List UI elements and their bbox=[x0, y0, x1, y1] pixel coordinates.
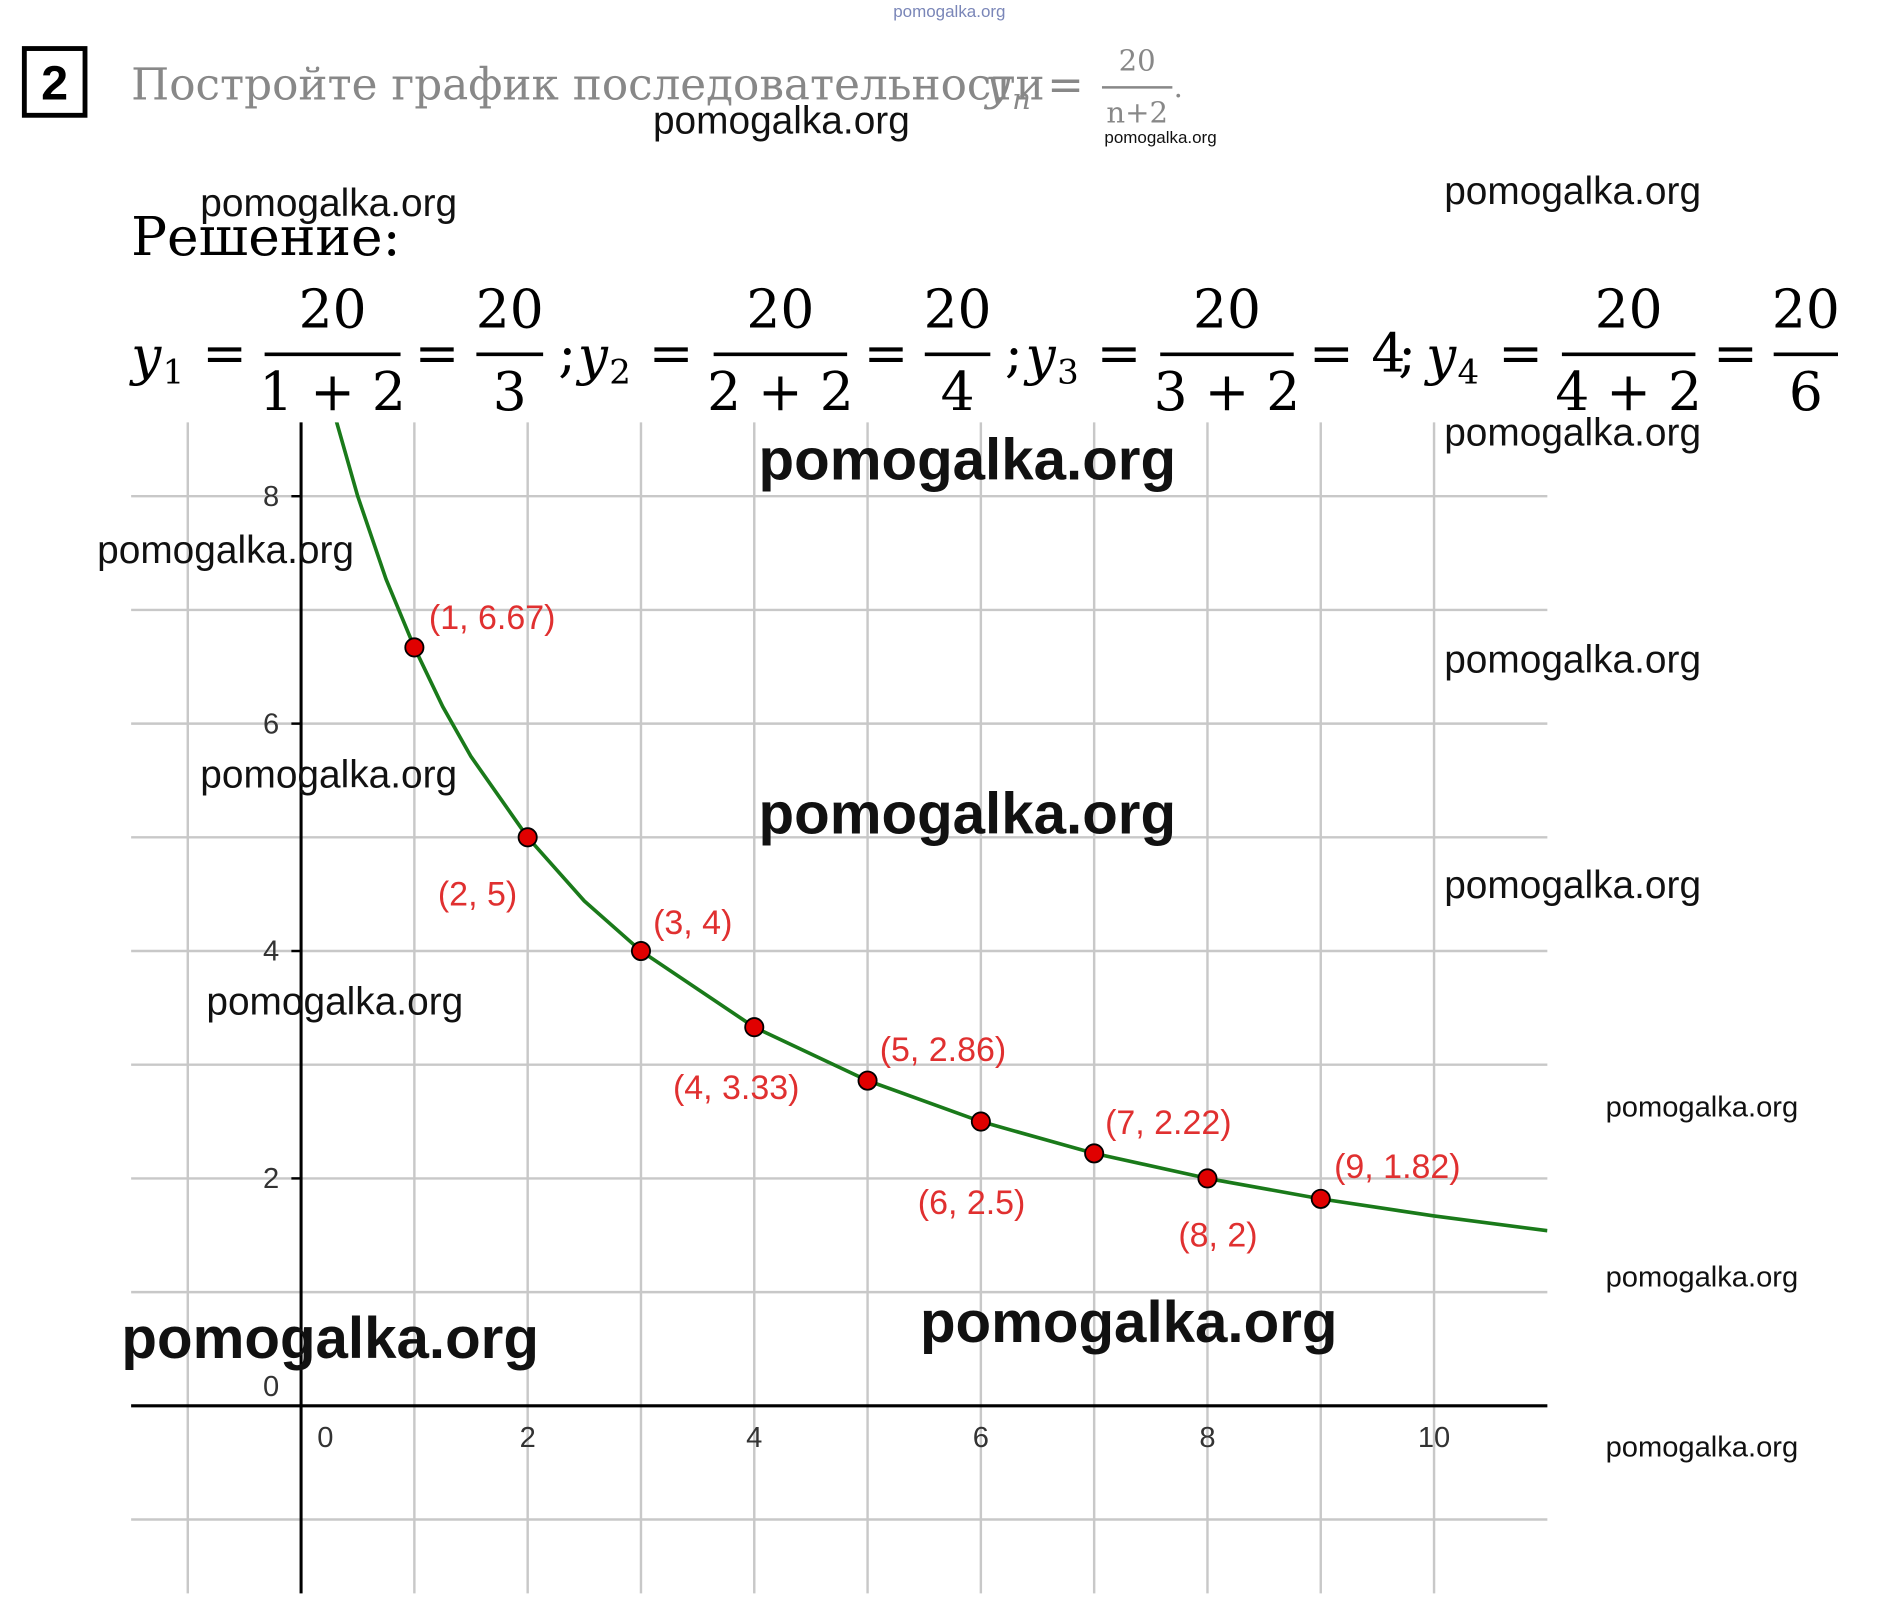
eq-var: y bbox=[576, 324, 609, 387]
data-point bbox=[1197, 1168, 1218, 1189]
eq-equals: = bbox=[1097, 321, 1142, 384]
data-point bbox=[857, 1070, 878, 1091]
x-tick-label: 2 bbox=[520, 1422, 536, 1454]
watermark: pomogalka.org bbox=[121, 1306, 539, 1371]
data-point bbox=[1084, 1143, 1105, 1164]
eq-var: y bbox=[1024, 324, 1057, 387]
eq-equals: = bbox=[1498, 321, 1543, 384]
watermark: pomogalka.org bbox=[200, 182, 457, 225]
fraction-denominator: 3 + 2 bbox=[1154, 360, 1301, 423]
formula-num: 20 bbox=[1119, 43, 1156, 77]
point-label: (6, 2.5) bbox=[918, 1184, 1026, 1222]
eq-result: 4 bbox=[1371, 321, 1405, 384]
fraction-numerator: 20 bbox=[924, 278, 992, 341]
watermark: pomogalka.org bbox=[1444, 864, 1701, 907]
watermark: pomogalka.org bbox=[1444, 411, 1701, 454]
y-tick-label: 8 bbox=[263, 481, 279, 513]
fraction-denominator: 4 + 2 bbox=[1555, 360, 1702, 423]
fraction-denominator: 1 + 2 bbox=[259, 360, 406, 423]
data-point bbox=[517, 827, 538, 848]
eq-var: y bbox=[129, 324, 162, 387]
fraction-denominator: 6 bbox=[1789, 360, 1823, 423]
watermarks: pomogalka.org pomogalka.org pomogalka.org p… bbox=[97, 2, 1798, 1463]
data-point bbox=[404, 637, 425, 658]
watermark: pomogalka.org bbox=[1104, 128, 1216, 147]
fraction-numerator: 20 bbox=[299, 278, 367, 341]
data-point bbox=[744, 1017, 765, 1038]
eq-equals: = bbox=[1309, 321, 1354, 384]
x-tick-label: 4 bbox=[746, 1422, 762, 1454]
number-box bbox=[21, 46, 88, 118]
fraction-numerator: 20 bbox=[1595, 278, 1663, 341]
x-tick-label: 0 bbox=[317, 1422, 333, 1454]
point-label: (4, 3.33) bbox=[673, 1069, 800, 1107]
formula-den: n+2 bbox=[1106, 96, 1168, 130]
y-tick-label: 4 bbox=[263, 936, 279, 968]
y-tick-label: 2 bbox=[263, 1163, 279, 1195]
data-point bbox=[1310, 1188, 1331, 1209]
solution-label: Решение: bbox=[131, 205, 400, 268]
eq-equals: = bbox=[649, 321, 694, 384]
y-tick-label: 0 bbox=[263, 1371, 279, 1403]
watermark: pomogalka.org bbox=[97, 529, 354, 572]
eq-equals: = bbox=[202, 321, 247, 384]
y-tick-label: 6 bbox=[263, 708, 279, 740]
eq-separator: ; bbox=[1005, 321, 1023, 384]
fraction-numerator: 20 bbox=[1772, 278, 1840, 341]
x-tick-label: 10 bbox=[1418, 1422, 1450, 1454]
watermark: pomogalka.org bbox=[759, 782, 1177, 847]
eq-equals: = bbox=[1713, 321, 1758, 384]
equations: y 1 =201 + 2=203; y 2 =202 + 2=204; y 3 =203 + 2… bbox=[129, 278, 1840, 424]
x-tick-label: 8 bbox=[1199, 1422, 1215, 1454]
curve bbox=[334, 422, 1548, 1233]
task-text: Постройте график последовательности bbox=[131, 60, 1045, 111]
point-label: (8, 2) bbox=[1178, 1216, 1257, 1254]
eq-separator: ; bbox=[1398, 321, 1416, 384]
formula-end: . bbox=[1174, 70, 1183, 104]
point-label: (3, 4) bbox=[653, 904, 732, 942]
eq-sub: 3 bbox=[1057, 352, 1079, 392]
point-label: (9, 1.82) bbox=[1334, 1148, 1461, 1186]
watermark: pomogalka.org bbox=[653, 99, 910, 142]
watermark: pomogalka.org bbox=[1444, 170, 1701, 213]
x-tick-label: 6 bbox=[973, 1422, 989, 1454]
data-point bbox=[970, 1111, 991, 1132]
eq-separator: ; bbox=[558, 321, 576, 384]
point-label: (2, 5) bbox=[438, 875, 517, 913]
watermark: pomogalka.org bbox=[893, 2, 1005, 21]
watermark: pomogalka.org bbox=[206, 981, 463, 1024]
fraction-denominator: 2 + 2 bbox=[707, 360, 854, 423]
eq-sub: 4 bbox=[1458, 352, 1480, 392]
formula-sub: n bbox=[1012, 82, 1031, 116]
watermark: pomogalka.org bbox=[1444, 638, 1701, 681]
eq-equals: = bbox=[864, 321, 909, 384]
fraction-denominator: 4 bbox=[941, 360, 975, 423]
fraction-numerator: 20 bbox=[1193, 278, 1261, 341]
eq-sub: 1 bbox=[163, 352, 185, 392]
task-number: 2 bbox=[41, 57, 68, 111]
point-label: (5, 2.86) bbox=[880, 1031, 1007, 1069]
watermark: pomogalka.org bbox=[1606, 1431, 1799, 1463]
point-label: (1, 6.67) bbox=[429, 599, 556, 637]
fraction-numerator: 20 bbox=[476, 278, 544, 341]
fraction-numerator: 20 bbox=[746, 278, 814, 341]
fraction-denominator: 3 bbox=[493, 360, 527, 423]
watermark: pomogalka.org bbox=[200, 754, 457, 797]
eq-sub: 2 bbox=[609, 352, 631, 392]
watermark: pomogalka.org bbox=[1606, 1091, 1799, 1123]
data-point bbox=[630, 941, 651, 962]
formula-var: y bbox=[983, 60, 1011, 111]
watermark: pomogalka.org bbox=[759, 427, 1177, 492]
point-label: (7, 2.22) bbox=[1105, 1104, 1232, 1142]
chart: 0 2 4 6 8 10 0 2 4 6 8 (1, 6.67) (2, 5) (3, 4) (4, 3.3… bbox=[131, 422, 1548, 1594]
eq-equals: = bbox=[415, 321, 460, 384]
watermark: pomogalka.org bbox=[920, 1290, 1338, 1355]
watermark: pomogalka.org bbox=[1606, 1261, 1799, 1293]
formula-equals: = bbox=[1047, 60, 1084, 111]
eq-var: y bbox=[1424, 324, 1457, 387]
